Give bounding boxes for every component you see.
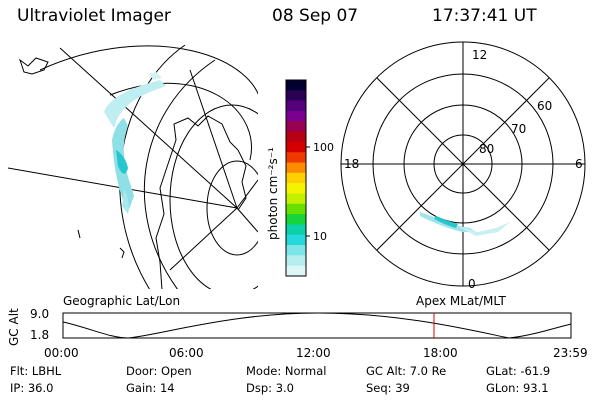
timeline-ytick-low: 1.8: [30, 328, 49, 342]
latitude-ring-mid: [169, 104, 258, 289]
status-glat: GLat: -61.9: [486, 364, 551, 378]
latitude-arc-2: [143, 59, 216, 289]
mlt-label-6: 6: [575, 157, 583, 171]
mlt-label-12: 12: [472, 48, 487, 62]
status-seq: Seq: 39: [366, 381, 410, 395]
colorbar-segment: [286, 80, 306, 91]
colorbar-segment: [286, 121, 306, 133]
colorbar-segment: [286, 183, 306, 195]
timeline-xtick-2: 12:00: [296, 346, 331, 360]
meridian-5: [236, 207, 258, 233]
colorbar-segment: [286, 245, 306, 256]
status-mode: Mode: Normal: [246, 364, 327, 378]
timeline-frame: [62, 312, 572, 339]
latitude-arc-outer: [119, 44, 186, 289]
colorbar-unit: photon cm⁻²s⁻¹: [266, 147, 280, 240]
time-label: 17:37:41 UT: [432, 6, 537, 26]
latitude-arc-3: [39, 45, 258, 96]
status-flt: Flt: LBHL: [10, 364, 62, 378]
meridian-2: [59, 47, 238, 209]
coastline-peninsula: [155, 115, 247, 289]
instrument-title: Ultraviolet Imager: [17, 6, 171, 26]
aurora-geo: [104, 72, 166, 214]
date-label: 08 Sep 07: [272, 6, 359, 26]
geographic-map: [8, 44, 258, 289]
colorbar-segment: [286, 141, 306, 153]
polar-diagonal-2: [376, 77, 550, 251]
colorbar-segment: [286, 265, 306, 277]
colorbar-segment: [286, 172, 306, 184]
mlat-label-80: 80: [479, 142, 494, 156]
timeline-xtick-4: 23:59: [553, 346, 588, 360]
status-gain: Gain: 14: [126, 381, 175, 395]
colorbar-segment: [286, 110, 306, 122]
colorbar-frame: [285, 79, 307, 277]
colorbar-segment: [286, 234, 306, 246]
meridian-3: [236, 179, 258, 209]
coastline-island: [119, 247, 125, 259]
status-door: Door: Open: [126, 364, 192, 378]
timeline-xtick-3: 18:00: [423, 346, 458, 360]
polar-panel-label: Apex MLat/MLT: [416, 294, 506, 308]
timeline-xtick-1: 06:00: [169, 346, 204, 360]
colorbar-label-100: 100: [313, 141, 334, 154]
meridian-6: [189, 69, 238, 209]
meridian-4: [169, 207, 238, 271]
colorbar-segment: [286, 224, 306, 236]
mlat-label-70: 70: [511, 122, 526, 136]
colorbar-segment: [286, 152, 306, 164]
colorbar-segment: [286, 193, 306, 205]
colorbar: [286, 80, 306, 277]
colorbar-segment: [286, 255, 306, 267]
status-dsp: Dsp: 3.0: [246, 381, 294, 395]
orbit-timeline: Geographic Lat/Lon Apex MLat/MLT GC Alt …: [7, 294, 588, 360]
colorbar-segment: [286, 90, 306, 102]
mlt-label-18: 18: [344, 157, 359, 171]
altitude-curve: [62, 312, 572, 339]
polar-plot: [340, 41, 586, 287]
colorbar-segment: [286, 131, 306, 143]
status-glon: GLon: 93.1: [486, 381, 549, 395]
coastline-fragment: [19, 57, 49, 75]
aurora-polar: [420, 212, 510, 236]
colorbar-segment: [286, 100, 306, 112]
colorbar-segment: [286, 162, 306, 174]
latitude-ring-inner: [206, 160, 258, 256]
status-ip: IP: 36.0: [10, 381, 54, 395]
colorbar-segment: [286, 214, 306, 226]
timeline-xtick-0: 00:00: [44, 346, 79, 360]
coastline-edge: [77, 229, 81, 239]
colorbar-label-10: 10: [313, 230, 327, 243]
colorbar-segment: [286, 203, 306, 215]
mlt-label-0: 0: [468, 277, 476, 291]
timeline-ylabel: GC Alt: [7, 308, 21, 346]
geo-panel-label: Geographic Lat/Lon: [63, 294, 180, 308]
timeline-ytick-high: 9.0: [30, 307, 49, 321]
status-gc-alt: GC Alt: 7.0 Re: [366, 364, 447, 378]
mlat-label-60: 60: [537, 99, 552, 113]
